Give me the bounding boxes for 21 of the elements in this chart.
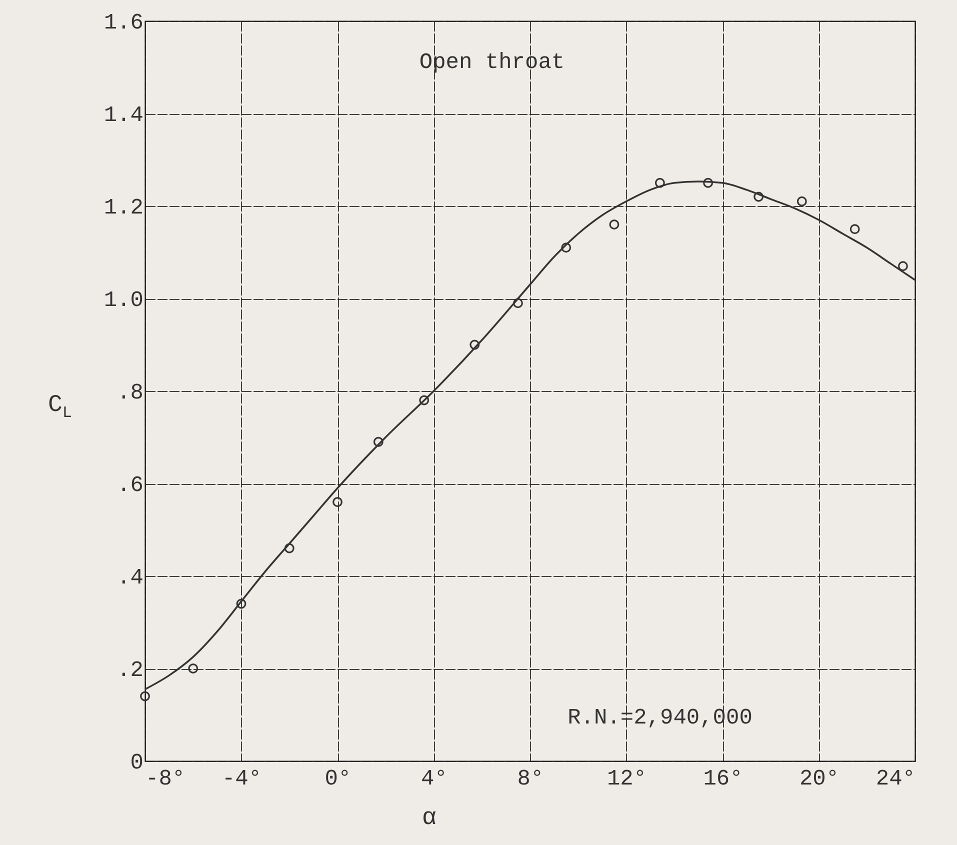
y-tick-label: 0 bbox=[130, 750, 144, 776]
y-tick-label: 1.2 bbox=[104, 196, 144, 220]
x-tick-label: 20° bbox=[799, 766, 840, 792]
y-tick-label: 1.0 bbox=[104, 288, 144, 313]
annotation: R.N.=2,940,000 bbox=[568, 706, 752, 731]
x-tick-label: 4° bbox=[421, 766, 448, 792]
x-tick-label: 24° bbox=[876, 766, 916, 792]
x-tick-label: -4° bbox=[222, 766, 262, 792]
y-tick-label: .6 bbox=[117, 473, 144, 498]
x-tick-label: -8° bbox=[146, 766, 186, 792]
y-tick-label: .4 bbox=[117, 566, 144, 590]
x-tick-label: 12° bbox=[606, 766, 647, 792]
y-tick-label: 1.6 bbox=[104, 10, 144, 36]
x-tick-label: 16° bbox=[703, 766, 743, 792]
y-tick-label: .2 bbox=[117, 658, 144, 683]
x-axis-title: α bbox=[422, 805, 436, 832]
y-tick-label: .8 bbox=[117, 380, 144, 406]
x-tick-label: 0° bbox=[324, 766, 352, 792]
x-tick-label: 8° bbox=[517, 766, 544, 792]
y-axis-title: C$_{L}$ bbox=[48, 392, 72, 422]
y-tick-label: 1.4 bbox=[104, 103, 144, 128]
